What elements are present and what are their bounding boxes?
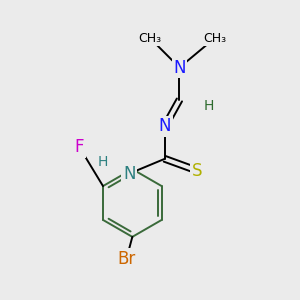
Text: CH₃: CH₃ [138, 32, 162, 45]
Text: H: H [204, 99, 214, 113]
Text: S: S [192, 162, 202, 180]
Text: CH₃: CH₃ [203, 32, 226, 45]
Text: N: N [173, 58, 186, 76]
Text: N: N [123, 165, 136, 183]
Text: N: N [158, 117, 171, 135]
Text: F: F [75, 138, 84, 156]
Text: Br: Br [117, 250, 136, 268]
Text: H: H [98, 155, 108, 169]
